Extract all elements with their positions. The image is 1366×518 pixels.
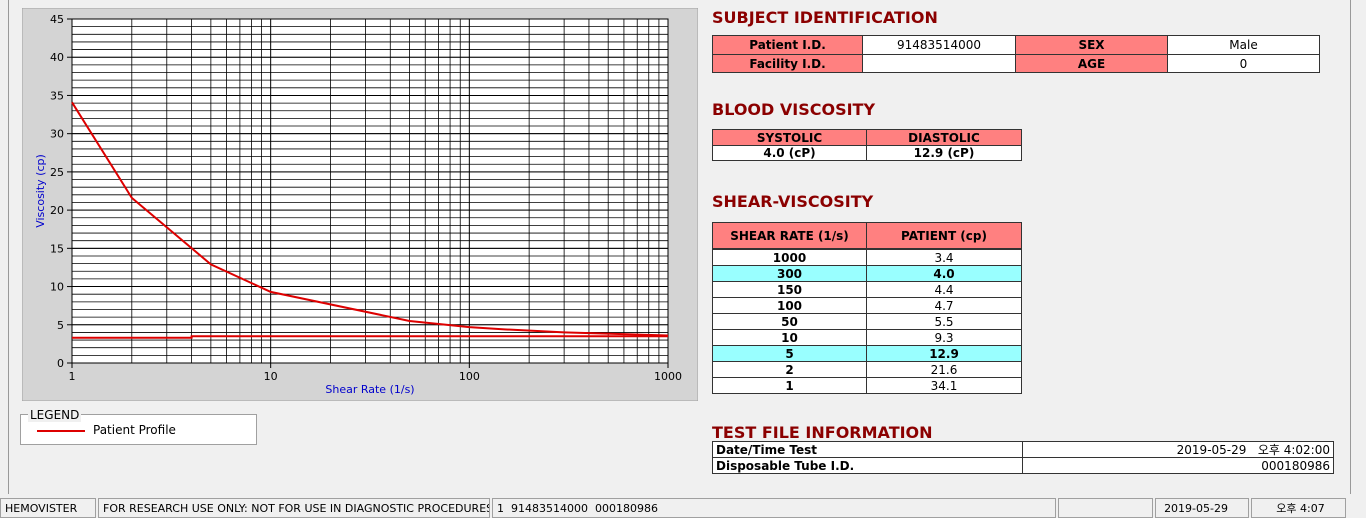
section-title: BLOOD VISCOSITY [712,100,876,119]
status-cell: 2019-05-29 [1155,498,1249,518]
value-cell: 12.9 (cP) [866,145,1022,161]
status-cell [1058,498,1153,518]
table-cell: 5.5 [866,313,1022,330]
table-cell: 5 [712,345,867,362]
y-tick-label: 45 [50,13,64,26]
field-value: Male [1167,35,1320,55]
column-header: SYSTOLIC [712,129,867,146]
table-cell: 1 [712,377,867,394]
status-cell: 오후 4:07 [1251,498,1346,518]
table-cell: 4.0 [866,265,1022,282]
table-cell: Disposable Tube I.D. [712,457,1023,474]
x-tick-label: 1 [69,370,76,383]
field-value: 0 [1167,54,1320,73]
x-tick-label: 100 [459,370,480,383]
column-header: PATIENT (cp) [866,222,1022,249]
table-cell: Date/Time Test [712,441,1023,458]
field-value [862,54,1016,73]
status-cell: FOR RESEARCH USE ONLY: NOT FOR USE IN DI… [98,498,490,518]
status-cell: 1 91483514000 000180986 [492,498,1056,518]
y-tick-label: 5 [57,319,64,332]
table-cell: 2 [712,361,867,378]
y-tick-label: 10 [50,281,64,294]
field-label: Patient I.D. [712,35,863,55]
table-cell: 3.4 [866,249,1022,266]
table-cell: 10 [712,329,867,346]
plot-area [71,18,669,364]
field-label: Facility I.D. [712,54,863,73]
column-header: DIASTOLIC [866,129,1022,146]
frame-edge [1350,0,1351,494]
field-value: 91483514000 [862,35,1016,55]
y-tick-label: 25 [50,166,64,179]
y-tick-label: 30 [50,128,64,141]
y-tick-label: 15 [50,242,64,255]
y-axis-label: Viscosity (cp) [34,154,47,228]
legend-title: LEGEND [28,408,82,422]
table-cell: 9.3 [866,329,1022,346]
table-cell: 150 [712,281,867,298]
series-line [71,101,669,337]
field-label: SEX [1015,35,1168,55]
y-tick-label: 20 [50,204,64,217]
x-tick-label: 1000 [654,370,682,383]
series-line [72,335,668,339]
legend-label: Patient Profile [93,423,176,437]
section-title: SHEAR-VISCOSITY [712,192,874,211]
table-cell: 300 [712,265,867,282]
y-tick-label: 40 [50,51,64,64]
frame-edge [8,0,9,494]
table-cell: 100 [712,297,867,314]
column-header: SHEAR RATE (1/s) [712,222,867,249]
value-cell: 4.0 (cP) [712,145,867,161]
table-cell: 34.1 [866,377,1022,394]
legend-swatch-area [37,430,85,432]
x-tick-label: 10 [264,370,278,383]
table-cell: 4.4 [866,281,1022,298]
table-cell: 2019-05-29 오후 4:02:00 [1022,441,1334,458]
table-cell: 1000 [712,249,867,266]
section-title: SUBJECT IDENTIFICATION [712,8,938,27]
y-tick-label: 0 [57,357,64,370]
x-axis-label: Shear Rate (1/s) [325,383,414,396]
table-cell: 4.7 [866,297,1022,314]
y-tick-label: 35 [50,89,64,102]
status-cell: HEMOVISTER [0,498,96,518]
field-label: AGE [1015,54,1168,73]
section-title: TEST FILE INFORMATION [712,423,933,442]
table-cell: 12.9 [866,345,1022,362]
table-cell: 000180986 [1022,457,1334,474]
chart: Shear Rate (1/s) Viscosity (cp) 0 5 10 15 20… [22,8,698,401]
table-cell: 50 [712,313,867,330]
table-cell: 21.6 [866,361,1022,378]
